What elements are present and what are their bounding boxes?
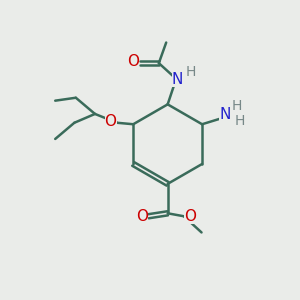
- Text: O: O: [127, 54, 139, 69]
- Text: N: N: [219, 107, 230, 122]
- Text: O: O: [105, 114, 117, 129]
- Text: O: O: [136, 209, 148, 224]
- Text: H: H: [186, 65, 196, 79]
- Text: H: H: [234, 114, 245, 128]
- Text: H: H: [231, 99, 242, 113]
- Text: O: O: [184, 209, 196, 224]
- Text: N: N: [172, 72, 183, 87]
